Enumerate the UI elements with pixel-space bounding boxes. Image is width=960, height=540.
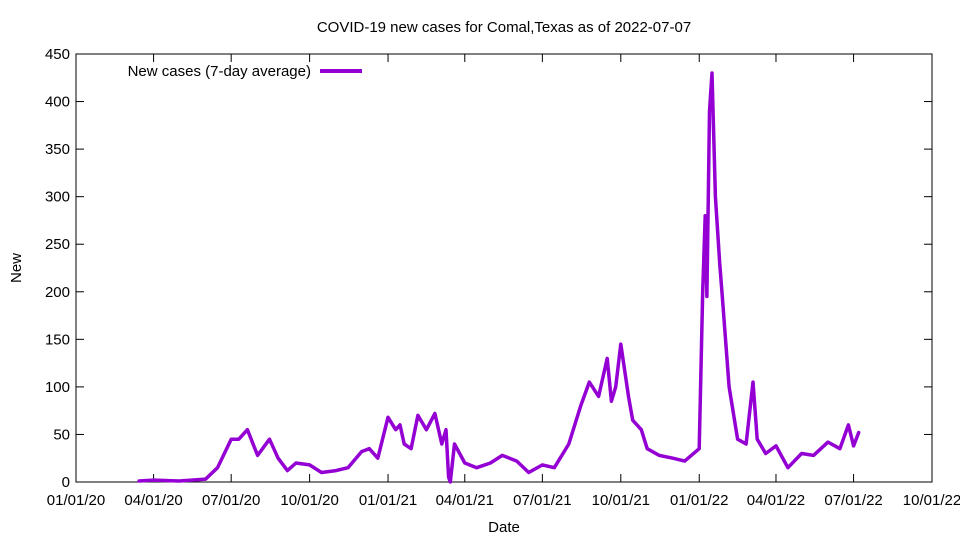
- y-axis-label: New: [8, 253, 25, 283]
- y-tick-label: 350: [45, 141, 70, 158]
- y-tick-label: 450: [45, 46, 70, 63]
- y-tick-label: 100: [45, 379, 70, 396]
- plot-area: [75, 53, 933, 483]
- y-tick-label: 50: [53, 426, 70, 443]
- x-tick-label: 04/01/21: [436, 492, 494, 509]
- y-tick-label: 200: [45, 284, 70, 301]
- y-tick-label: 150: [45, 331, 70, 348]
- x-tick-label: 04/01/22: [747, 492, 805, 509]
- legend: New cases (7-day average): [128, 63, 362, 80]
- series-line-new-cases: [137, 71, 861, 484]
- x-tick-label: 04/01/20: [124, 492, 182, 509]
- x-tick-label: 01/01/22: [670, 492, 728, 509]
- x-tick-label: 01/01/20: [47, 492, 105, 509]
- chart-title: COVID-19 new cases for Comal,Texas as of…: [317, 19, 691, 36]
- series-layer: [137, 71, 861, 484]
- y-tick-label: 250: [45, 236, 70, 253]
- legend-label: New cases (7-day average): [128, 63, 311, 80]
- x-axis-label: Date: [488, 519, 520, 536]
- x-tick-label: 07/01/22: [824, 492, 882, 509]
- x-tick-label: 07/01/21: [513, 492, 571, 509]
- y-tick-label: 0: [62, 474, 70, 491]
- y-axis: 0 50 100 150 200 250 300 350 400 450: [45, 46, 932, 491]
- y-tick-label: 300: [45, 189, 70, 206]
- x-tick-label: 07/01/20: [202, 492, 260, 509]
- y-tick-label: 400: [45, 94, 70, 111]
- x-tick-label: 01/01/21: [359, 492, 417, 509]
- x-tick-label: 10/01/20: [280, 492, 338, 509]
- x-axis: 01/01/20 04/01/20 07/01/20 10/01/20 01/01/21…: [47, 54, 960, 509]
- x-tick-label: 10/01/22: [903, 492, 960, 509]
- x-tick-label: 10/01/21: [592, 492, 650, 509]
